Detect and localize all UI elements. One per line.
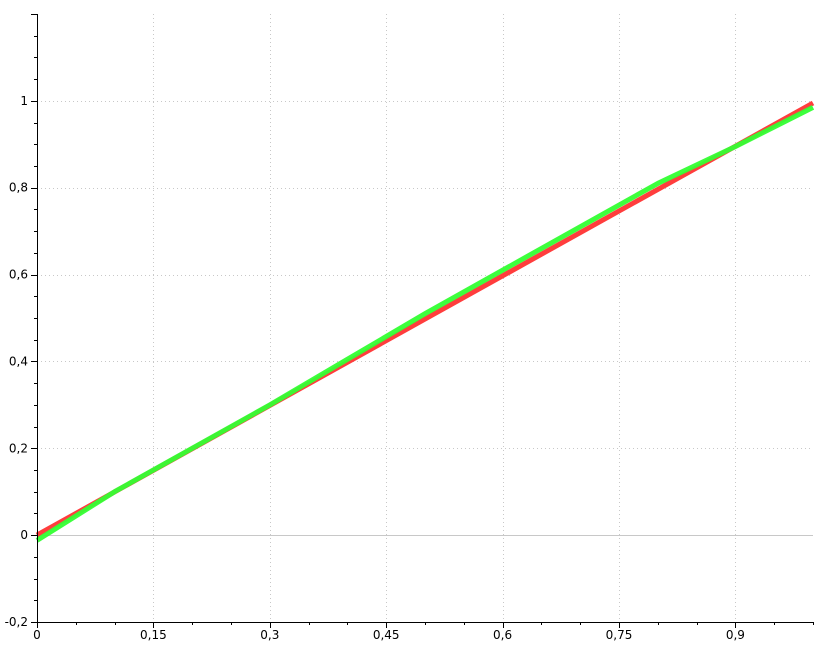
y-tick-label: 0,4 [9,354,28,368]
series-lines [35,100,815,543]
x-tick-label: 0,3 [260,628,279,642]
y-tick-label: 0,6 [9,268,28,282]
x-tick-label: 0,75 [606,628,633,642]
x-tick-label: 0 [33,628,41,642]
x-tick-label: 0,45 [373,628,400,642]
x-tick-label: 0,6 [493,628,512,642]
grid [37,14,813,622]
x-tick-label: 0,9 [726,628,745,642]
y-tick-label: 0,2 [9,441,28,455]
axes: 0 0,15 0,3 0,45 0,6 0,75 0,9 -0,2 0 0,2 0,4 0,6 0,8 1 [5,14,814,642]
x-tick-label: 0,15 [140,628,167,642]
y-tick-label: 0,8 [9,181,28,195]
y-tick-label: 1 [20,94,28,108]
series-line-2 [35,105,815,543]
y-tick-label: 0 [20,528,28,542]
y-tick-label: -0,2 [5,615,28,629]
